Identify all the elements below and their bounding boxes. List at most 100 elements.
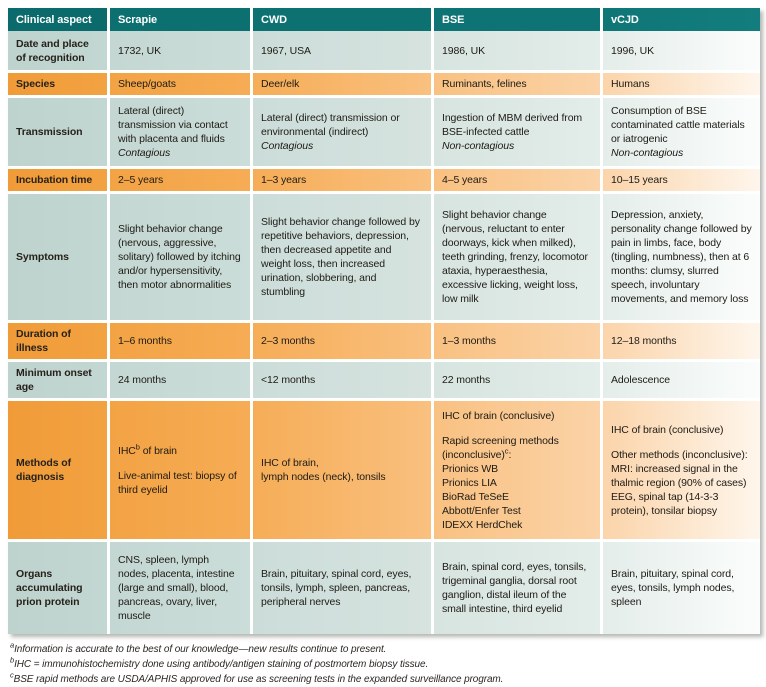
- table-cell: IHC of brain, lymph nodes (neck), tonsils: [253, 401, 431, 539]
- cell-text-line: Ingestion of MBM derived from BSE-infect…: [442, 112, 583, 138]
- table-cell: Slight behavior change (nervous, aggress…: [110, 194, 250, 320]
- table-cell: 10–15 years: [603, 169, 760, 191]
- cell-text-line: Sheep/goats: [118, 78, 176, 90]
- row-label-cell: Date and place of recognition: [8, 31, 107, 70]
- table-cell: IHC of brain (conclusive) Other methods (…: [603, 401, 760, 539]
- column-header-cwd: CWD: [253, 8, 431, 31]
- table-cell: Lateral (direct) transmission or environ…: [253, 98, 431, 166]
- cell-text-line: Other methods (inconclusive):: [611, 448, 748, 461]
- cell-text-line: <12 months: [261, 374, 316, 386]
- table-row: Species Sheep/goats Deer/elk Ruminants, fel…: [8, 73, 760, 95]
- cell-note-italic: Contagious: [118, 147, 171, 159]
- table-cell: 1732, UK: [110, 31, 250, 70]
- cell-text-line: 10–15 years: [611, 174, 668, 186]
- cell-text-line: IHC of brain (conclusive): [611, 423, 724, 436]
- table-row: Methods of diagnosis IHCb of brain Live-an…: [8, 401, 760, 539]
- cell-text-line: 1967, USA: [261, 44, 311, 57]
- table-cell: 1986, UK: [434, 31, 600, 70]
- cell-text-line: Brain, spinal cord, eyes, tonsils, trige…: [442, 561, 587, 615]
- cell-text-line: Prionics WB: [442, 462, 499, 475]
- table-cell: 1967, USA: [253, 31, 431, 70]
- table-cell: CNS, spleen, lymph nodes, placenta, inte…: [110, 542, 250, 634]
- table-cell: Lateral (direct) transmission via contac…: [110, 98, 250, 166]
- table-cell: <12 months: [253, 362, 431, 398]
- table-cell: Sheep/goats: [110, 73, 250, 95]
- cell-text-line: IHC of brain (conclusive): [442, 409, 555, 422]
- cell-text-line: CNS, spleen, lymph nodes, placenta, inte…: [118, 554, 235, 622]
- cell-text-line: Slight behavior change (nervous, relucta…: [442, 209, 588, 305]
- table-cell: Humans: [603, 73, 760, 95]
- cell-text-line: 2–5 years: [118, 174, 164, 186]
- cell-text-line: 12–18 months: [611, 335, 677, 347]
- table-cell: Slight behavior change followed by repet…: [253, 194, 431, 320]
- cell-note-italic: Non-contagious: [442, 140, 515, 152]
- cell-text-line: Prionics LIA: [442, 476, 497, 489]
- cell-text-line: Deer/elk: [261, 78, 300, 90]
- table-cell: Consumption of BSE contaminated cattle m…: [603, 98, 760, 166]
- row-label-cell: Species: [8, 73, 107, 95]
- table-cell: 1–3 months: [434, 323, 600, 359]
- table-cell: Deer/elk: [253, 73, 431, 95]
- cell-text-line: IHCb of brain: [118, 442, 177, 457]
- footnote-a-marker: a: [10, 640, 15, 650]
- table-cell: 1–3 years: [253, 169, 431, 191]
- table-row: Date and place of recognition 1732, UK 196…: [8, 31, 760, 70]
- table-cell: 4–5 years: [434, 169, 600, 191]
- cell-text-line: Rapid screening methods (inconclusive)c:: [442, 434, 559, 461]
- row-label-cell: Minimum onset age: [8, 362, 107, 398]
- table-cell: IHCb of brain Live-animal test: biopsy of…: [110, 401, 250, 539]
- table-cell: Brain, pituitary, spinal cord, eyes, ton…: [253, 542, 431, 634]
- cell-text-line: 1–3 years: [261, 174, 307, 186]
- cell-text-line: Adolescence: [611, 374, 671, 386]
- table-cell: Ruminants, felines: [434, 73, 600, 95]
- cell-text-line: 1–3 months: [442, 335, 496, 347]
- blank-line: [442, 423, 592, 434]
- row-label-cell: Transmission: [8, 98, 107, 166]
- cell-text-line: lymph nodes (neck), tonsils: [261, 471, 386, 483]
- table-cell: 24 months: [110, 362, 250, 398]
- cell-text-line: 4–5 years: [442, 174, 488, 186]
- table-cell: 2–5 years: [110, 169, 250, 191]
- table-cell: IHC of brain (conclusive) Rapid screening…: [434, 401, 600, 539]
- blank-line: [611, 437, 752, 448]
- cell-text-line: Consumption of BSE contaminated cattle m…: [611, 105, 745, 145]
- table-row: Incubation time 2–5 years 1–3 years 4–5 yea…: [8, 169, 760, 191]
- table-cell: Adolescence: [603, 362, 760, 398]
- footnote-c: cBSE rapid methods are USDA/APHIS approv…: [10, 671, 766, 687]
- table-row: Duration of illness 1–6 months 2–3 months 1…: [8, 323, 760, 359]
- footnote-b-marker: b: [10, 655, 15, 665]
- cell-text-line: Lateral (direct) transmission via contac…: [118, 105, 228, 145]
- cell-note-italic: Non-contagious: [611, 147, 684, 159]
- cell-text-line: IHC of brain,: [261, 457, 319, 469]
- cell-text-line: 22 months: [442, 374, 491, 386]
- table-header-row: Clinical aspect Scrapie CWD BSE vCJD: [8, 8, 760, 31]
- table-cell: 22 months: [434, 362, 600, 398]
- cell-text-line: 24 months: [118, 374, 167, 386]
- cell-text-line: 1986, UK: [442, 44, 485, 57]
- table-cell: Slight behavior change (nervous, relucta…: [434, 194, 600, 320]
- cell-text-line: EEG, spinal tap (14-3-3 protein), tonsil…: [611, 490, 719, 517]
- cell-text-line: MRI: increased signal in the thalmic reg…: [611, 462, 747, 489]
- cell-text-line: Abbott/Enfer Test: [442, 504, 521, 517]
- table-cell: Brain, spinal cord, eyes, tonsils, trige…: [434, 542, 600, 634]
- cell-text-line: Live-animal test: biopsy of third eyelid: [118, 469, 237, 496]
- footnote-a-text: Information is accurate to the best of o…: [14, 644, 387, 655]
- footnote-c-text: BSE rapid methods are USDA/APHIS approve…: [13, 674, 504, 685]
- table-cell: 1–6 months: [110, 323, 250, 359]
- cell-text-line: Slight behavior change (nervous, aggress…: [118, 223, 241, 291]
- table-row: Organs accumulating prion protein CNS, sp…: [8, 542, 760, 634]
- cell-text-line: Ruminants, felines: [442, 78, 527, 90]
- row-label-cell: Symptoms: [8, 194, 107, 320]
- row-label-cell: Duration of illness: [8, 323, 107, 359]
- page: Clinical aspect Scrapie CWD BSE vCJD Dat…: [8, 8, 760, 685]
- column-header-scrapie: Scrapie: [110, 8, 250, 31]
- column-header-clinical-aspect: Clinical aspect: [8, 8, 107, 31]
- cell-text-line: BioRad TeSeE: [442, 490, 509, 503]
- cell-text-line: Humans: [611, 78, 650, 90]
- cell-text-line: 1–6 months: [118, 335, 172, 347]
- table-cell: 12–18 months: [603, 323, 760, 359]
- row-label-cell: Organs accumulating prion protein: [8, 542, 107, 634]
- cell-note-italic: Contagious: [261, 140, 314, 152]
- row-label-cell: Incubation time: [8, 169, 107, 191]
- row-label-cell: Methods of diagnosis: [8, 401, 107, 539]
